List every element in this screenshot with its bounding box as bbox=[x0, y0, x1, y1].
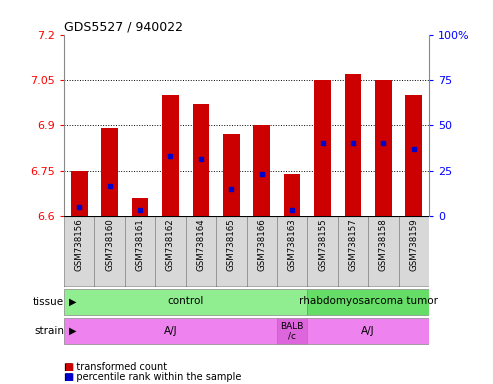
Text: GSM738156: GSM738156 bbox=[75, 218, 84, 271]
Bar bbox=[398, 216, 429, 287]
Bar bbox=[277, 318, 307, 344]
Bar bbox=[64, 289, 307, 315]
Text: tissue: tissue bbox=[33, 297, 64, 307]
Bar bbox=[368, 216, 398, 287]
Text: A/J: A/J bbox=[164, 326, 177, 336]
Bar bbox=[307, 216, 338, 287]
Text: GSM738158: GSM738158 bbox=[379, 218, 388, 271]
Bar bbox=[314, 80, 331, 216]
Bar bbox=[71, 170, 88, 216]
Bar bbox=[132, 198, 148, 216]
Bar bbox=[277, 216, 307, 287]
Text: ■ transformed count: ■ transformed count bbox=[64, 362, 167, 372]
Bar bbox=[64, 216, 95, 287]
Text: GSM738165: GSM738165 bbox=[227, 218, 236, 271]
Bar bbox=[102, 128, 118, 216]
Bar bbox=[307, 289, 429, 315]
Text: GSM738155: GSM738155 bbox=[318, 218, 327, 271]
Text: ■ percentile rank within the sample: ■ percentile rank within the sample bbox=[64, 372, 242, 382]
Bar bbox=[125, 216, 155, 287]
Bar bbox=[345, 74, 361, 216]
Text: ▶: ▶ bbox=[70, 326, 77, 336]
Text: A/J: A/J bbox=[361, 326, 375, 336]
Bar bbox=[246, 216, 277, 287]
Text: GSM738162: GSM738162 bbox=[166, 218, 175, 271]
Text: GSM738157: GSM738157 bbox=[349, 218, 357, 271]
Text: GDS5527 / 940022: GDS5527 / 940022 bbox=[64, 20, 183, 33]
Bar bbox=[375, 80, 391, 216]
Text: strain: strain bbox=[34, 326, 64, 336]
Bar bbox=[284, 174, 300, 216]
Bar bbox=[223, 134, 240, 216]
Text: GSM738160: GSM738160 bbox=[105, 218, 114, 271]
Bar bbox=[405, 95, 422, 216]
Bar bbox=[253, 125, 270, 216]
Text: ■: ■ bbox=[64, 372, 73, 382]
Bar bbox=[216, 216, 246, 287]
Bar bbox=[307, 318, 429, 344]
Bar bbox=[186, 216, 216, 287]
Text: ▶: ▶ bbox=[70, 297, 77, 307]
Text: control: control bbox=[168, 296, 204, 306]
Text: GSM738163: GSM738163 bbox=[287, 218, 297, 271]
Text: GSM738164: GSM738164 bbox=[196, 218, 206, 271]
Bar bbox=[64, 318, 277, 344]
Text: GSM738159: GSM738159 bbox=[409, 218, 418, 271]
Bar bbox=[155, 216, 186, 287]
Text: BALB
/c: BALB /c bbox=[281, 322, 304, 340]
Bar bbox=[95, 216, 125, 287]
Text: ■: ■ bbox=[64, 362, 73, 372]
Text: GSM738166: GSM738166 bbox=[257, 218, 266, 271]
Bar bbox=[162, 95, 179, 216]
Bar bbox=[338, 216, 368, 287]
Text: rhabdomyosarcoma tumor: rhabdomyosarcoma tumor bbox=[299, 296, 438, 306]
Bar bbox=[193, 104, 209, 216]
Text: GSM738161: GSM738161 bbox=[136, 218, 144, 271]
